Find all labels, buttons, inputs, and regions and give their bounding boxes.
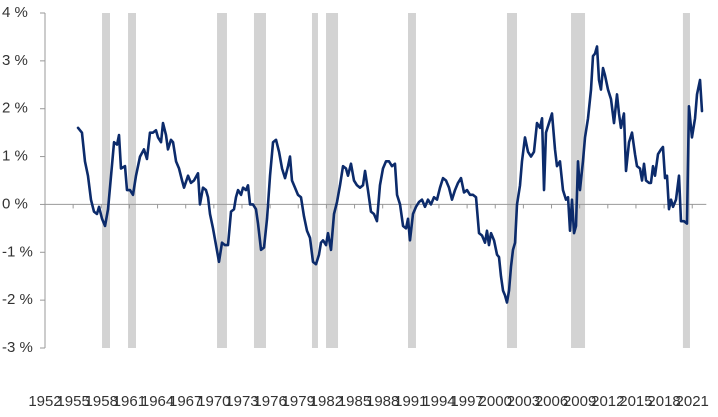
shaded-period (217, 13, 227, 348)
x-tick-label: 2018 (647, 393, 680, 410)
x-tick-label: 1967 (169, 393, 202, 410)
shaded-period (311, 13, 318, 348)
x-tick-label: 2009 (563, 393, 596, 410)
x-tick-label: 2006 (535, 393, 568, 410)
shaded-period (102, 13, 111, 348)
y-tick-label: -1 % (2, 243, 33, 260)
x-tick-label: 1979 (282, 393, 315, 410)
shaded-period (326, 13, 339, 348)
x-tick-label: 2003 (507, 393, 540, 410)
x-tick-label: 1982 (310, 393, 343, 410)
x-tick-label: 1961 (113, 393, 146, 410)
x-tick-label: 1976 (253, 393, 286, 410)
x-tick-label: 1991 (394, 393, 427, 410)
x-tick-label: 2021 (676, 393, 709, 410)
x-tick-label: 1964 (141, 393, 174, 410)
y-tick-label: 2 % (2, 100, 28, 117)
y-tick-label: -3 % (2, 339, 33, 356)
shaded-period (253, 13, 266, 348)
shaded-period (128, 13, 136, 348)
x-tick-label: 2012 (591, 393, 624, 410)
x-tick-label: 1955 (56, 393, 89, 410)
shaded-period (408, 13, 416, 348)
y-tick-label: 1 % (2, 148, 28, 165)
y-tick-label: 4 % (2, 4, 28, 21)
x-tick-label: 1952 (28, 393, 61, 410)
x-tick-label: 2015 (619, 393, 652, 410)
x-tick-label: 1997 (450, 393, 483, 410)
x-tick-label: 1970 (197, 393, 230, 410)
shaded-period (506, 13, 518, 348)
y-tick-label: -2 % (2, 291, 33, 308)
y-tick-label: 0 % (2, 195, 28, 212)
x-tick-label: 1958 (85, 393, 118, 410)
x-tick-label: 1973 (225, 393, 258, 410)
data-line (76, 45, 704, 304)
y-tick-label: 3 % (2, 52, 28, 69)
x-tick-label: 2000 (479, 393, 512, 410)
x-tick-label: 1994 (422, 393, 455, 410)
x-tick-label: 1985 (338, 393, 371, 410)
x-tick-label: 1988 (366, 393, 399, 410)
